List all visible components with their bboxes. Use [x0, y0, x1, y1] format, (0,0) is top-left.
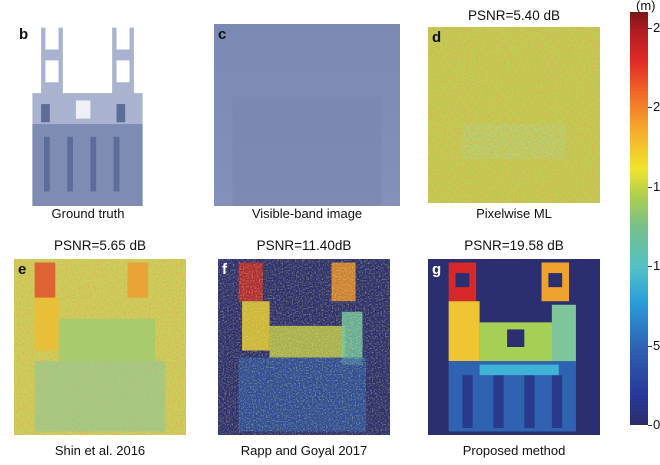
panel-letter: g: [432, 261, 442, 278]
ground-truth-image: [15, 24, 160, 206]
colorbar-unit: (m): [636, 0, 656, 13]
colorbar-tick: [648, 425, 652, 426]
psnr-title: PSNR=11.40dB: [256, 238, 352, 253]
colorbar-tick-label: 10: [653, 258, 660, 274]
psnr-title: PSNR=5.65 dB: [54, 238, 146, 253]
colorbar-tick: [648, 266, 652, 268]
panel-ground-truth: b: [15, 24, 160, 206]
rapp-goyal-2017-depth-map: [218, 259, 390, 435]
psnr-title: PSNR=5.40 dB: [468, 8, 560, 23]
panel-rapp-goyal-2017: f: [218, 259, 390, 435]
colorbar-tick: [648, 345, 652, 347]
colorbar-tick-label: 0: [653, 417, 660, 432]
colorbar: [630, 12, 648, 425]
panel-caption: Ground truth: [51, 206, 125, 221]
panel-visible-band: c: [214, 24, 400, 206]
panel-caption: Visible-band image: [251, 206, 363, 221]
panel-letter: d: [432, 29, 442, 46]
proposed-method-depth-map: [428, 259, 600, 435]
panel-caption: Pixelwise ML: [476, 206, 552, 221]
panel-letter: e: [18, 261, 27, 278]
colorbar-tick-label: 5: [653, 337, 660, 353]
panel-caption: Proposed method: [462, 443, 566, 458]
colorbar-tick-label: 20: [653, 99, 660, 115]
psnr-title: PSNR=19.58 dB: [464, 238, 564, 253]
panel-letter: f: [222, 261, 227, 278]
panel-caption: Rapp and Goyal 2017: [240, 443, 368, 458]
pixelwise-ml-depth-map: [428, 27, 600, 203]
panel-shin-2016: e: [14, 259, 186, 435]
panel-caption: Shin et al. 2016: [54, 443, 146, 458]
shin-2016-depth-map: [14, 259, 186, 435]
panel-letter: c: [218, 26, 227, 43]
panel-pixelwise-ml: d: [428, 27, 600, 203]
visible-band-image: [214, 24, 400, 206]
colorbar-tick: [648, 107, 652, 109]
colorbar-tick: [648, 27, 652, 29]
panel-letter: b: [19, 26, 29, 43]
colorbar-tick-label: 15: [653, 178, 660, 194]
colorbar-tick-label: 25: [653, 19, 660, 35]
colorbar-tick: [648, 186, 652, 188]
panel-proposed-method: g: [428, 259, 600, 435]
